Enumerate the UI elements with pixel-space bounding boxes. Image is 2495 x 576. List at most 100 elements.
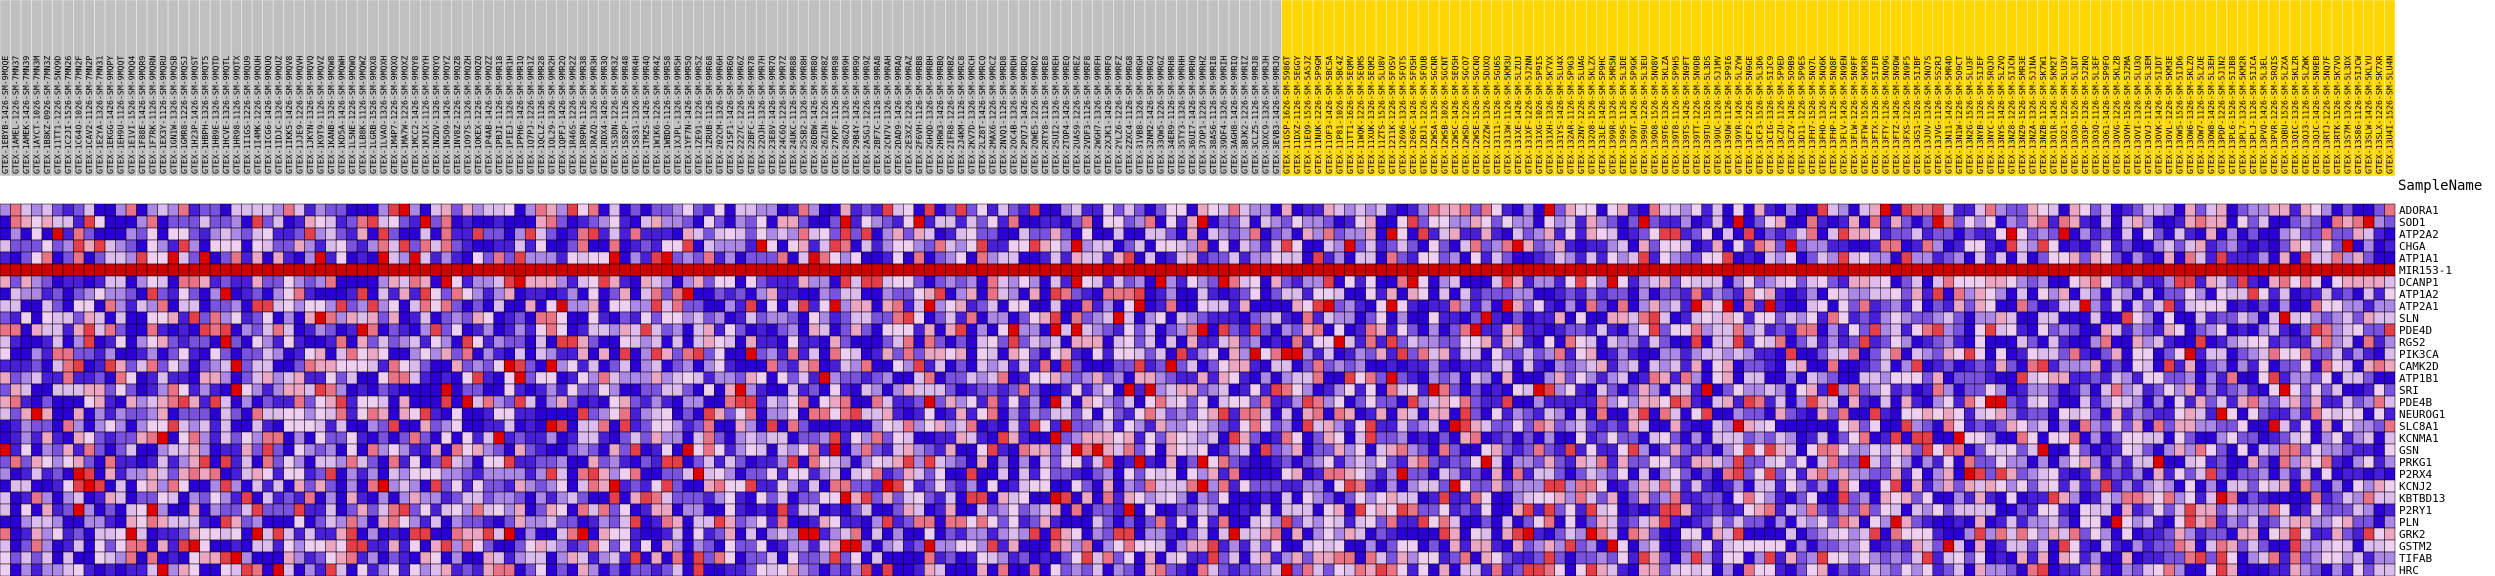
heatmap-cell xyxy=(1197,431,1209,445)
heatmap-cell xyxy=(2205,215,2217,229)
heatmap-cell xyxy=(913,311,925,325)
heatmap-cell xyxy=(1323,299,1335,313)
heatmap-cell xyxy=(1501,203,1513,217)
heatmap-cell xyxy=(2069,335,2081,349)
heatmap-cell xyxy=(1365,287,1377,301)
heatmap-cell xyxy=(1690,383,1702,397)
heatmap-cell xyxy=(2216,383,2228,397)
heatmap-cell xyxy=(2090,215,2102,229)
heatmap-cell xyxy=(1165,395,1177,409)
heatmap-cell xyxy=(1522,239,1534,253)
heatmap-cell xyxy=(2090,431,2102,445)
heatmap-cell xyxy=(178,203,190,217)
heatmap-cell xyxy=(798,431,810,445)
heatmap-cell xyxy=(693,395,705,409)
heatmap-cell xyxy=(745,335,757,349)
heatmap-cell xyxy=(840,431,852,445)
heatmap-cell xyxy=(1060,347,1072,361)
heatmap-cell xyxy=(2237,311,2249,325)
heatmap-cell xyxy=(2363,251,2375,265)
heatmap-cell xyxy=(1648,299,1660,313)
heatmap-cell xyxy=(1302,431,1314,445)
heatmap-cell xyxy=(651,359,663,373)
heatmap-cell xyxy=(262,311,274,325)
heatmap-cell xyxy=(2090,347,2102,361)
heatmap-cell xyxy=(1291,383,1303,397)
heatmap-cell xyxy=(1785,347,1797,361)
heatmap-cell xyxy=(2268,287,2280,301)
heatmap-cell xyxy=(1312,203,1324,217)
heatmap-cell xyxy=(1817,347,1829,361)
heatmap-cell xyxy=(1144,359,1156,373)
heatmap-cell xyxy=(1113,239,1125,253)
heatmap-cell xyxy=(146,335,158,349)
heatmap-cell xyxy=(1743,203,1755,217)
heatmap-cell xyxy=(1943,251,1955,265)
column-label: GTEX-1399T-1426-SM-5P9GK xyxy=(1628,56,1638,174)
heatmap-cell xyxy=(735,383,747,397)
heatmap-cell xyxy=(1827,347,1839,361)
heatmap-cell xyxy=(640,347,652,361)
heatmap-cell xyxy=(829,407,841,421)
heatmap-cell xyxy=(2363,275,2375,289)
heatmap-cell xyxy=(1029,431,1041,445)
heatmap-cell xyxy=(1522,419,1534,433)
heatmap-cell xyxy=(0,359,11,373)
heatmap-cell xyxy=(1617,371,1629,385)
heatmap-cell xyxy=(1501,419,1513,433)
heatmap-cell xyxy=(1627,263,1639,277)
heatmap-cell xyxy=(2384,275,2396,289)
heatmap-cell xyxy=(283,239,295,253)
heatmap-cell xyxy=(377,419,389,433)
heatmap-cell xyxy=(1155,299,1167,313)
heatmap-cell xyxy=(272,299,284,313)
heatmap-cell xyxy=(2058,359,2070,373)
heatmap-cell xyxy=(2058,239,2070,253)
heatmap-cell xyxy=(1501,299,1513,313)
heatmap-cell xyxy=(1575,359,1587,373)
heatmap-cell xyxy=(1008,371,1020,385)
heatmap-cell xyxy=(1333,215,1345,229)
heatmap-cell xyxy=(1144,215,1156,229)
heatmap-cell xyxy=(588,239,599,253)
heatmap-cell xyxy=(1880,407,1892,421)
heatmap-cell xyxy=(356,215,368,229)
column-label: GTEX-13FHP-1126-SM-5NQ8F xyxy=(1828,56,1838,174)
heatmap-cell xyxy=(2237,299,2249,313)
heatmap-cell xyxy=(1785,371,1797,385)
heatmap-cell xyxy=(1123,239,1135,253)
heatmap-cell xyxy=(293,323,305,337)
heatmap-cell xyxy=(1197,263,1209,277)
heatmap-cell xyxy=(1260,203,1272,217)
heatmap-cell xyxy=(1585,335,1597,349)
heatmap-cell xyxy=(1743,299,1755,313)
heatmap-cell xyxy=(588,263,599,277)
heatmap-cell xyxy=(2006,251,2018,265)
heatmap-cell xyxy=(2247,311,2259,325)
heatmap-cell xyxy=(1690,395,1702,409)
heatmap-cell xyxy=(1901,299,1913,313)
heatmap-cell xyxy=(1417,239,1429,253)
heatmap-cell xyxy=(766,251,778,265)
heatmap-cell xyxy=(598,431,610,445)
heatmap-cell xyxy=(251,395,263,409)
heatmap-cell xyxy=(1680,383,1692,397)
heatmap-cell xyxy=(209,263,221,277)
heatmap-cell xyxy=(1270,311,1282,325)
heatmap-cell xyxy=(1648,215,1660,229)
heatmap-cell xyxy=(987,323,999,337)
heatmap-cell xyxy=(1123,227,1135,241)
heatmap-cell xyxy=(745,227,757,241)
heatmap-cell xyxy=(2226,395,2238,409)
heatmap-cell xyxy=(1155,371,1167,385)
heatmap-cell xyxy=(283,311,295,325)
heatmap-cell xyxy=(871,215,883,229)
heatmap-cell xyxy=(1701,203,1713,217)
heatmap-cell xyxy=(1470,419,1482,433)
heatmap-cell xyxy=(1606,263,1618,277)
heatmap-cell xyxy=(10,323,22,337)
column-label: GTEX-13NYS-1426-SM-5LZVQ xyxy=(1996,56,2006,174)
column-label: GTEX-38AS6-1126-SM-9MRI8 xyxy=(1208,56,1218,174)
heatmap-cell xyxy=(1627,347,1639,361)
column-label: GTEX-29B4Y-1426-SM-9MR9Q xyxy=(851,56,861,174)
